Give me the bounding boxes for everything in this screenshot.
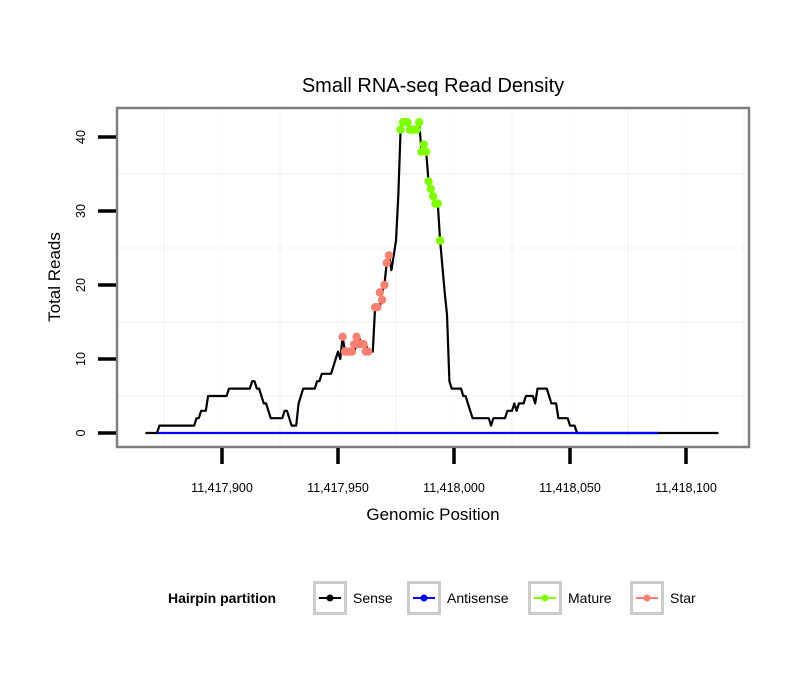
y-tick-label: 10 (74, 352, 88, 366)
data-point (382, 258, 391, 267)
y-axis: 0 10 20 30 40 (74, 130, 116, 436)
data-point (364, 347, 373, 356)
x-tick-label: 11,418,000 (423, 481, 485, 495)
y-tick-label: 20 (74, 278, 88, 292)
data-point (375, 288, 384, 297)
data-point (428, 192, 438, 201)
data-point (403, 118, 412, 127)
legend-key-point (541, 594, 549, 602)
data-point (419, 140, 428, 149)
y-tick-label: 30 (74, 204, 88, 218)
data-point (396, 125, 405, 134)
x-tick-label: 11,418,050 (539, 481, 601, 495)
legend-item-star: Star (630, 581, 696, 615)
legend-title: Hairpin partition (168, 590, 276, 606)
data-point (347, 347, 357, 356)
legend-label: Sense (353, 590, 393, 606)
panel-border (115, 106, 751, 449)
y-axis-title: Total Reads (45, 232, 64, 322)
grid (117, 108, 749, 447)
data-point (384, 251, 394, 260)
legend-key-point (326, 594, 334, 602)
legend-item-mature: Mature (528, 581, 612, 615)
data-point (380, 280, 389, 290)
series-points-star (338, 251, 394, 356)
legend-label: Star (670, 590, 696, 606)
y-tick-label: 40 (74, 130, 88, 144)
data-point (352, 332, 361, 341)
data-point (424, 177, 433, 186)
x-tick-label: 11,418,100 (655, 481, 717, 495)
legend-key-point (643, 594, 651, 602)
data-point (415, 118, 424, 127)
data-point (426, 184, 435, 193)
data-point (377, 295, 387, 304)
series-layer (145, 118, 719, 435)
data-point (338, 332, 347, 341)
data-point (433, 199, 442, 208)
data-point (435, 236, 445, 245)
x-axis-title: Genomic Position (366, 505, 499, 524)
data-point (422, 147, 431, 156)
legend-key-point (420, 594, 428, 602)
legend-item-sense: Sense (313, 581, 393, 615)
data-point (412, 125, 422, 134)
y-tick-label: 0 (74, 429, 88, 436)
legend: Hairpin partition Sense Antisense Mature St… (168, 581, 696, 615)
series-points-mature (396, 118, 445, 245)
legend-label: Antisense (447, 590, 509, 606)
x-tick-label: 11,417,950 (307, 481, 369, 495)
x-tick-label: 11,417,900 (191, 481, 253, 495)
chart-title: Small RNA-seq Read Density (302, 75, 564, 97)
x-axis: 11,417,900 11,417,950 11,418,000 11,418,050… (191, 448, 717, 495)
data-point (359, 340, 368, 349)
data-point (373, 303, 382, 312)
legend-item-antisense: Antisense (407, 581, 509, 615)
legend-label: Mature (568, 590, 612, 606)
